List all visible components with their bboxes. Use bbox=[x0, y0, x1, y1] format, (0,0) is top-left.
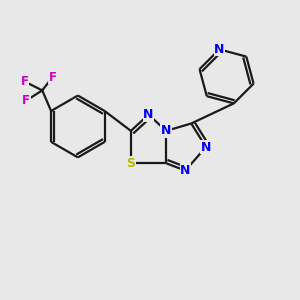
Text: F: F bbox=[22, 94, 30, 107]
Text: N: N bbox=[161, 124, 171, 137]
Text: N: N bbox=[214, 43, 224, 56]
Text: N: N bbox=[201, 141, 211, 154]
Text: S: S bbox=[126, 157, 135, 170]
Text: F: F bbox=[21, 75, 28, 88]
Text: N: N bbox=[143, 108, 154, 121]
Text: F: F bbox=[49, 70, 57, 84]
Text: N: N bbox=[180, 164, 190, 177]
